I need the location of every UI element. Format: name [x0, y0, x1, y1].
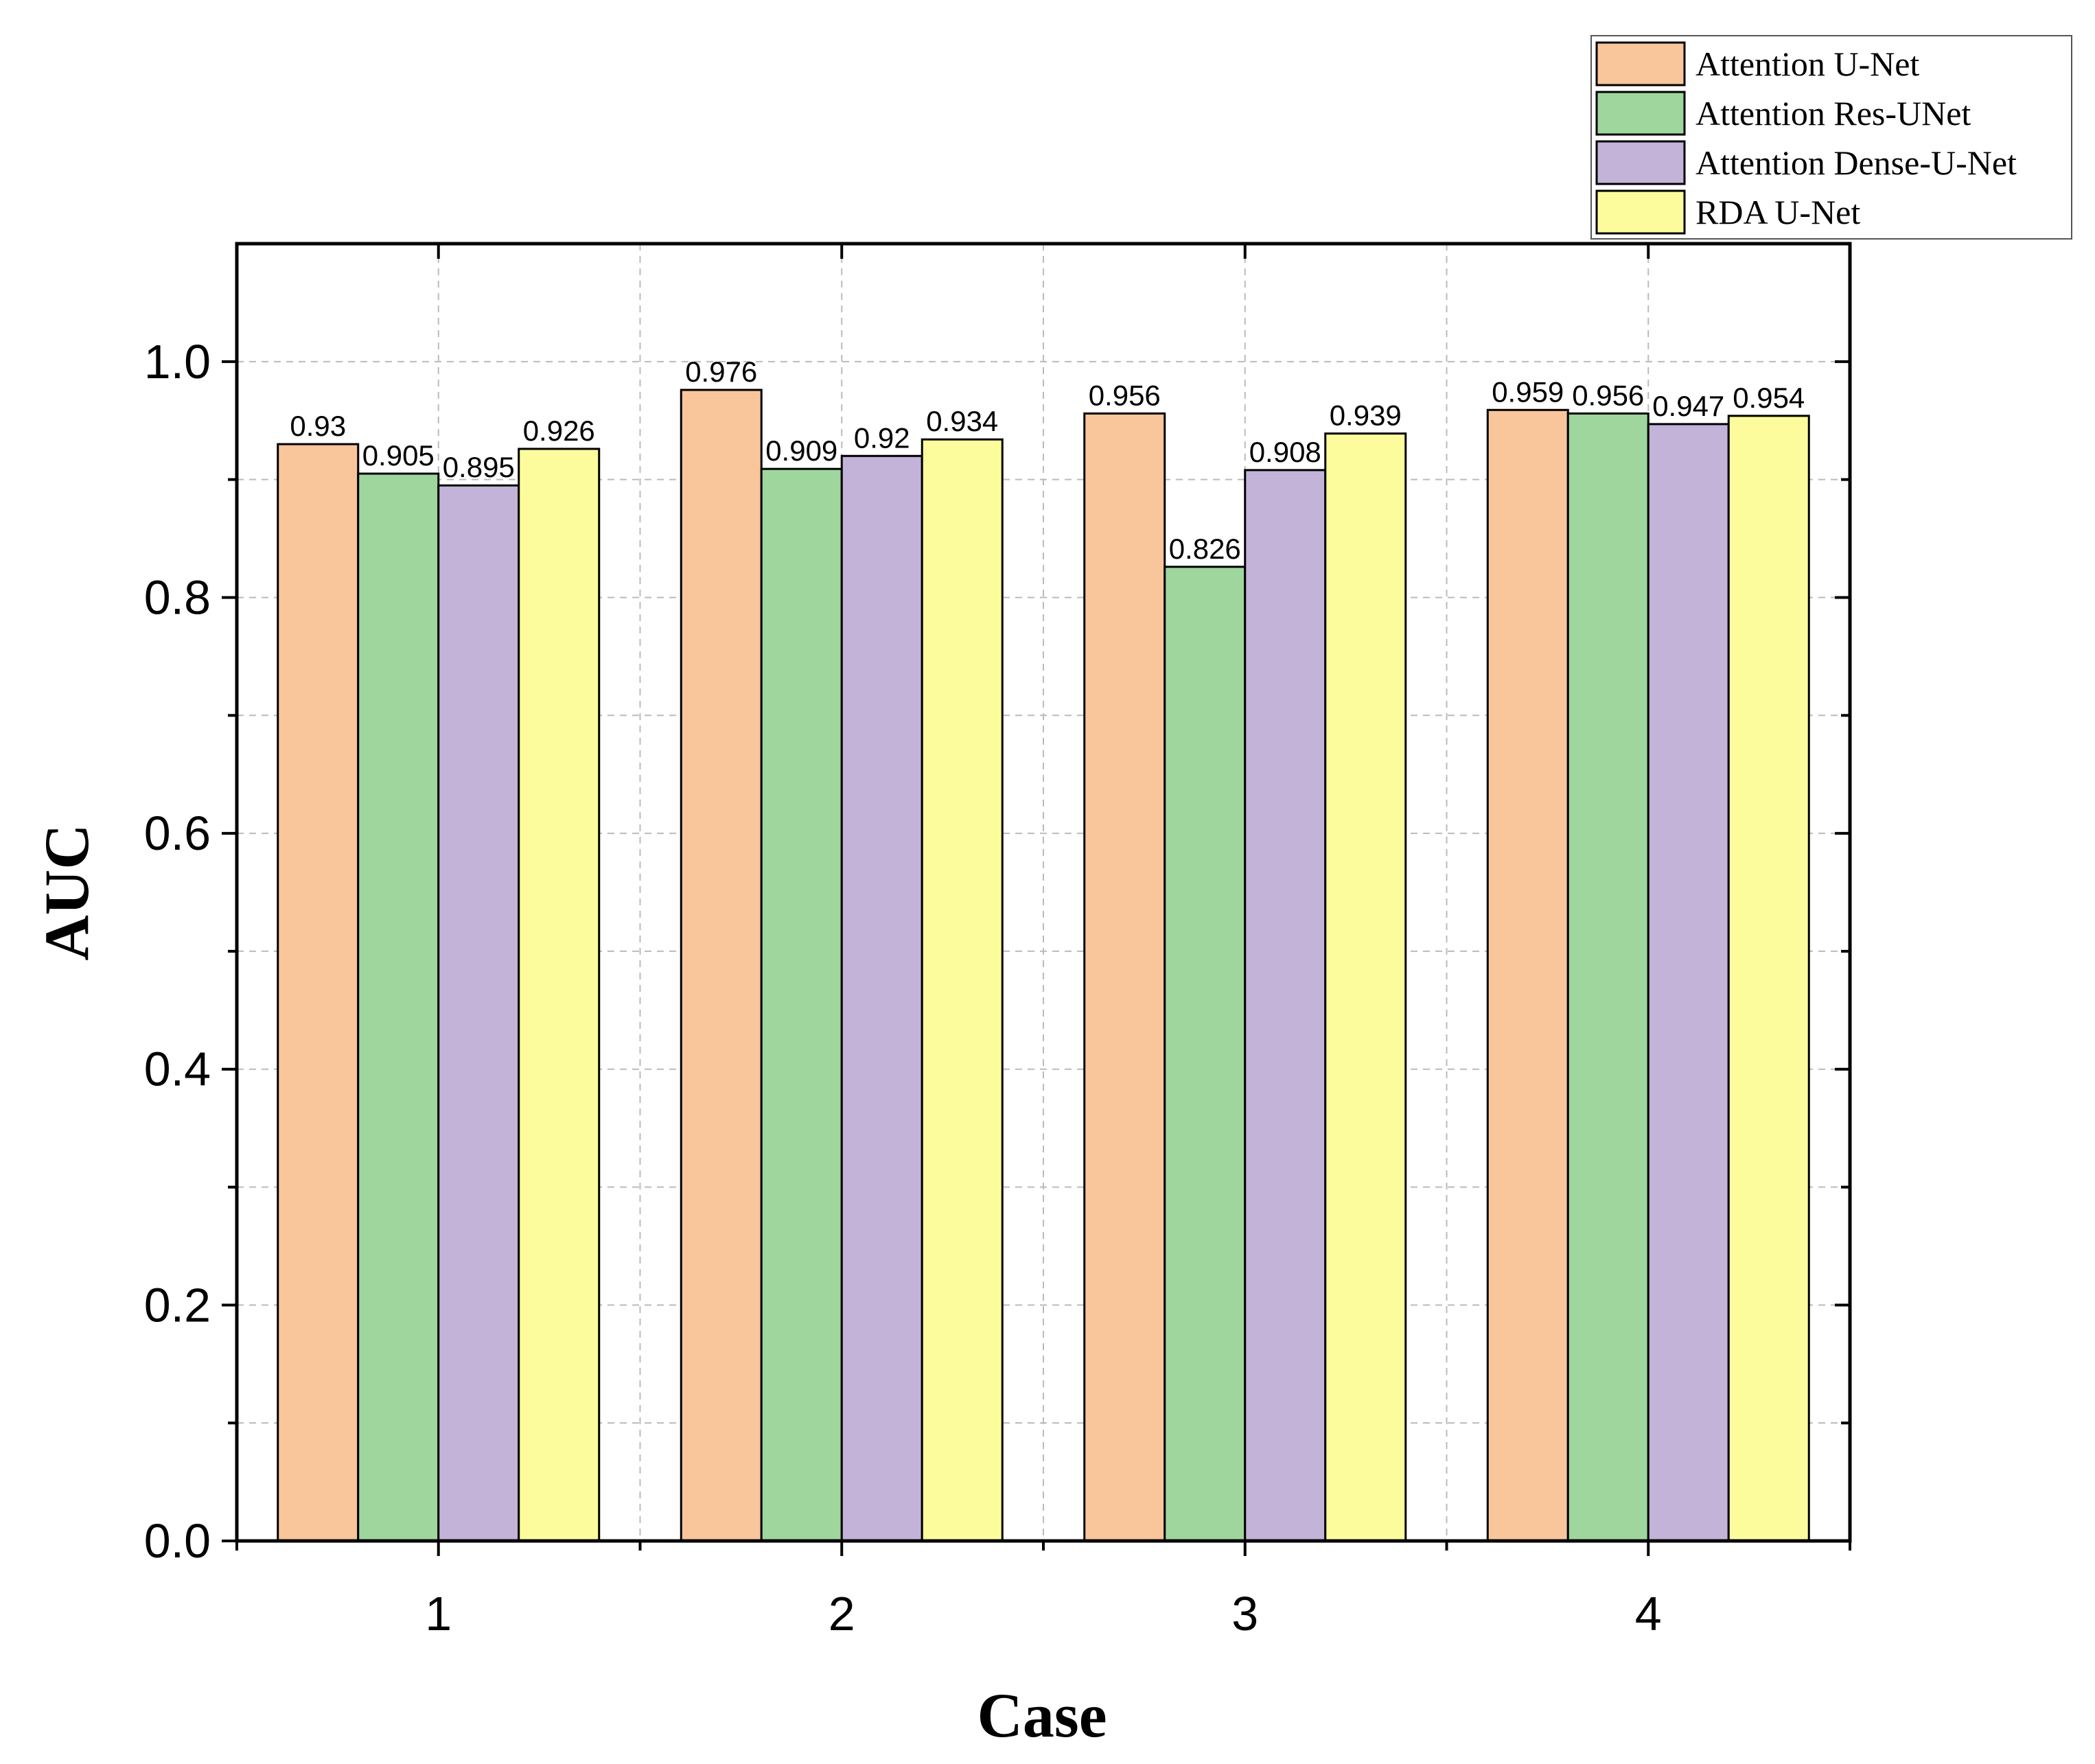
bar	[1647, 423, 1730, 1542]
y-tick-label: 0.2	[144, 1278, 211, 1332]
data-label: 0.926	[523, 415, 595, 447]
y-tick-label: 0.4	[144, 1043, 211, 1096]
bar	[680, 388, 763, 1542]
legend-swatch	[1595, 189, 1686, 235]
x-tick-label: 1	[425, 1587, 452, 1640]
legend-swatch	[1595, 140, 1686, 185]
bar	[840, 454, 923, 1542]
bar	[1164, 566, 1247, 1542]
y-tick-label: 0.8	[144, 570, 211, 624]
data-label: 0.905	[362, 439, 435, 472]
bar	[357, 472, 440, 1542]
legend: Attention U-Net Attention Res-UNet Attenti…	[1590, 35, 2072, 240]
data-label: 0.934	[926, 405, 998, 437]
x-axis-label: Case	[977, 1680, 1107, 1750]
bar	[1566, 412, 1650, 1542]
legend-label: Attention Res-UNet	[1695, 94, 1971, 132]
data-label: 0.956	[1089, 379, 1161, 411]
bar	[1727, 415, 1810, 1542]
bar	[760, 467, 843, 1542]
bars-layer	[277, 388, 1810, 1542]
data-label: 0.826	[1169, 533, 1241, 565]
legend-swatch	[1595, 41, 1686, 86]
data-label: 0.909	[765, 434, 837, 467]
plot-frame	[235, 242, 1852, 1543]
legend-label: RDA U-Net	[1695, 193, 1860, 231]
data-label: 0.947	[1652, 390, 1724, 422]
data-label: 0.895	[443, 451, 515, 483]
axes-layer: 1 2 3 4 0.0 0.2 0.4 0.6 0.8 1.0	[144, 242, 1852, 1640]
y-tick-label: 1.0	[144, 335, 211, 388]
y-tick-label: 0.6	[144, 806, 211, 860]
bar	[1324, 432, 1407, 1542]
legend-label: Attention Dense-U-Net	[1695, 143, 2017, 182]
x-tick-label: 2	[829, 1587, 855, 1640]
data-label: 0.956	[1572, 379, 1644, 411]
bar	[921, 438, 1004, 1542]
bar	[1083, 412, 1166, 1542]
data-label: 0.954	[1733, 382, 1805, 414]
legend-label: Attention U-Net	[1695, 45, 1919, 83]
bar	[437, 484, 520, 1542]
data-label: 0.93	[290, 410, 346, 442]
x-tick-label: 3	[1231, 1587, 1258, 1640]
data-label: 0.939	[1330, 399, 1402, 432]
bar	[1486, 408, 1569, 1542]
legend-swatch	[1595, 91, 1686, 136]
bar	[1244, 469, 1327, 1542]
y-axis-label: AUC	[32, 824, 102, 960]
y-tick-label: 0.0	[144, 1514, 211, 1568]
data-label: 0.976	[685, 356, 757, 388]
data-label: 0.92	[854, 421, 910, 454]
data-label: 0.959	[1492, 375, 1564, 408]
x-tick-label: 4	[1635, 1587, 1662, 1640]
bar	[277, 443, 360, 1542]
data-label: 0.908	[1249, 436, 1321, 468]
bar	[518, 448, 601, 1542]
